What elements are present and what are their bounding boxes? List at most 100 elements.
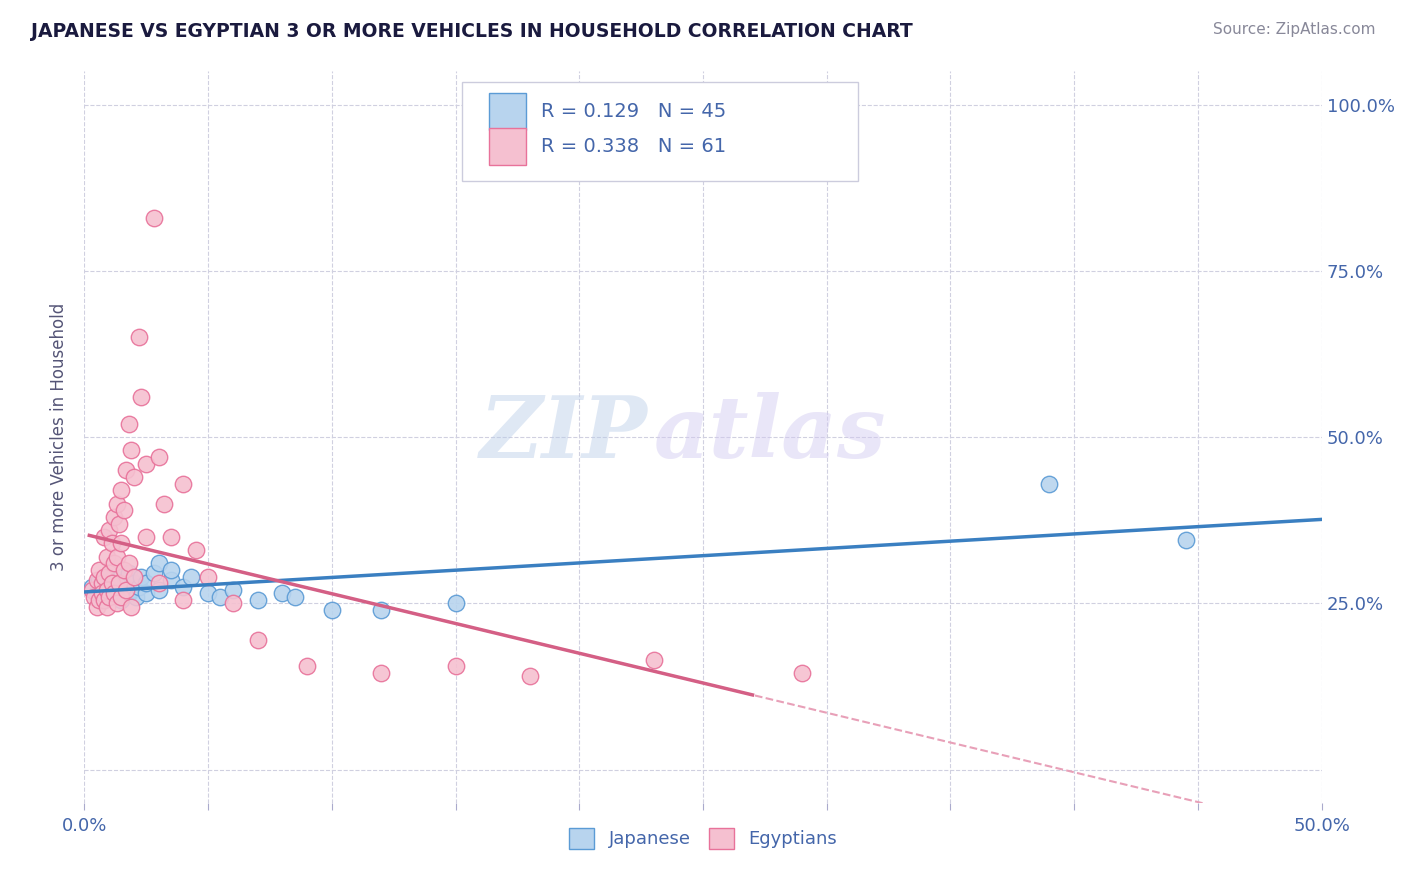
Point (108, 582, 131, 597)
Point (129, 390, 152, 404)
Point (135, 457, 157, 471)
Point (110, 536, 132, 550)
Point (96, 582, 118, 597)
Point (98, 580, 121, 594)
Point (643, 653, 665, 667)
Point (100, 590, 122, 604)
Point (128, 580, 150, 594)
Point (86, 599, 108, 614)
Point (83, 590, 105, 604)
Point (90, 586, 112, 600)
Point (148, 576, 170, 591)
Point (222, 596, 245, 610)
Point (120, 443, 142, 458)
Point (209, 590, 232, 604)
Point (105, 586, 128, 600)
Point (160, 563, 183, 577)
Point (135, 530, 157, 544)
Point (115, 463, 138, 477)
Point (519, 669, 541, 683)
Point (100, 576, 122, 591)
Point (184, 543, 207, 558)
Point (444, 596, 467, 610)
Point (197, 586, 219, 600)
Point (197, 570, 219, 584)
Point (103, 557, 125, 571)
Point (110, 593, 132, 607)
Point (120, 599, 142, 614)
Point (246, 632, 269, 647)
Point (128, 330, 150, 344)
Point (89, 593, 111, 607)
Point (148, 450, 170, 464)
Point (321, 603, 343, 617)
Point (103, 586, 125, 600)
Point (118, 557, 141, 571)
Point (122, 576, 145, 591)
Point (172, 593, 194, 607)
Point (100, 536, 122, 550)
Text: ZIP: ZIP (479, 392, 647, 475)
Point (112, 563, 135, 577)
Point (142, 211, 165, 225)
Point (1038, 476, 1060, 491)
Point (284, 590, 307, 604)
Point (271, 586, 294, 600)
Point (160, 573, 183, 587)
Point (160, 530, 183, 544)
Point (122, 570, 145, 584)
Point (148, 582, 170, 597)
Text: Source: ZipAtlas.com: Source: ZipAtlas.com (1212, 22, 1375, 37)
Text: JAPANESE VS EGYPTIAN 3 OR MORE VEHICLES IN HOUSEHOLD CORRELATION CHART: JAPANESE VS EGYPTIAN 3 OR MORE VEHICLES … (31, 22, 912, 41)
Point (790, 666, 813, 681)
Text: atlas: atlas (654, 392, 886, 475)
Point (115, 582, 138, 597)
Point (108, 516, 131, 531)
Point (180, 570, 202, 584)
Point (110, 590, 132, 604)
Point (110, 483, 132, 498)
Point (98, 566, 121, 581)
Point (90, 576, 112, 591)
Point (103, 576, 125, 591)
Point (370, 666, 392, 681)
Point (118, 586, 141, 600)
Point (112, 580, 135, 594)
Point (96, 599, 118, 614)
Point (98, 523, 121, 537)
Point (152, 497, 174, 511)
Point (86, 586, 108, 600)
Point (80, 582, 103, 597)
Point (103, 509, 125, 524)
Point (93, 576, 115, 591)
Legend: Japanese, Egyptians: Japanese, Egyptians (561, 821, 845, 856)
Point (105, 596, 128, 610)
Point (90, 590, 112, 604)
Point (105, 549, 128, 564)
Point (142, 566, 165, 581)
Point (108, 576, 131, 591)
Y-axis label: 3 or more Vehicles in Household: 3 or more Vehicles in Household (51, 303, 69, 571)
FancyBboxPatch shape (489, 128, 526, 165)
Point (115, 573, 138, 587)
Point (105, 573, 128, 587)
Point (444, 659, 467, 673)
FancyBboxPatch shape (489, 94, 526, 130)
Point (93, 570, 115, 584)
Point (122, 470, 145, 484)
Point (129, 570, 152, 584)
Text: R = 0.129   N = 45: R = 0.129 N = 45 (541, 102, 725, 121)
Point (135, 586, 157, 600)
Point (118, 566, 141, 581)
Point (172, 476, 194, 491)
Point (98, 570, 121, 584)
Text: R = 0.338   N = 61: R = 0.338 N = 61 (541, 137, 725, 156)
Point (1174, 533, 1197, 548)
FancyBboxPatch shape (461, 82, 858, 181)
Point (96, 582, 118, 597)
Point (118, 417, 141, 431)
Point (86, 573, 108, 587)
Point (93, 593, 115, 607)
Point (148, 557, 170, 571)
Point (105, 497, 128, 511)
